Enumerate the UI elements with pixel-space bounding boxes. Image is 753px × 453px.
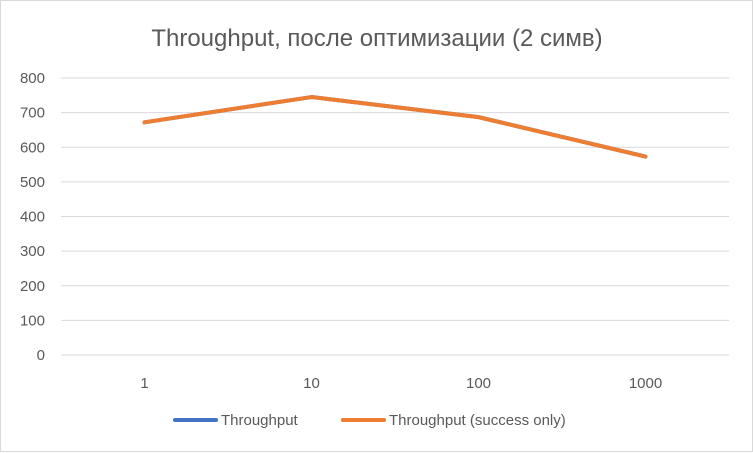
y-tick-label-500: 500 xyxy=(20,174,45,191)
series-lines xyxy=(142,95,648,159)
y-tick-label-600: 600 xyxy=(20,139,45,156)
series-line-2 xyxy=(142,95,648,159)
x-axis-tick-labels: 1 10 100 1000 xyxy=(140,375,662,392)
legend-label-1: Throughput xyxy=(221,412,299,429)
y-tick-label-700: 700 xyxy=(20,105,45,122)
y-axis-tick-labels: 0 100 200 300 400 500 600 700 800 xyxy=(20,70,45,364)
legend-label-2: Throughput (success only) xyxy=(389,412,566,429)
chart-title: Throughput, после оптимизации (2 симв) xyxy=(151,25,602,52)
gridlines xyxy=(61,77,729,356)
x-tick-label-10: 10 xyxy=(303,375,320,392)
y-tick-label-200: 200 xyxy=(20,278,45,295)
y-tick-label-400: 400 xyxy=(20,209,45,226)
y-tick-label-100: 100 xyxy=(20,312,45,329)
y-tick-label-300: 300 xyxy=(20,243,45,260)
legend: Throughput Throughput (success only) xyxy=(173,412,566,429)
x-tick-label-1: 1 xyxy=(140,375,148,392)
y-tick-label-0: 0 xyxy=(37,347,45,364)
x-tick-label-1000: 1000 xyxy=(629,375,662,392)
y-tick-label-800: 800 xyxy=(20,70,45,87)
x-tick-label-100: 100 xyxy=(466,375,491,392)
